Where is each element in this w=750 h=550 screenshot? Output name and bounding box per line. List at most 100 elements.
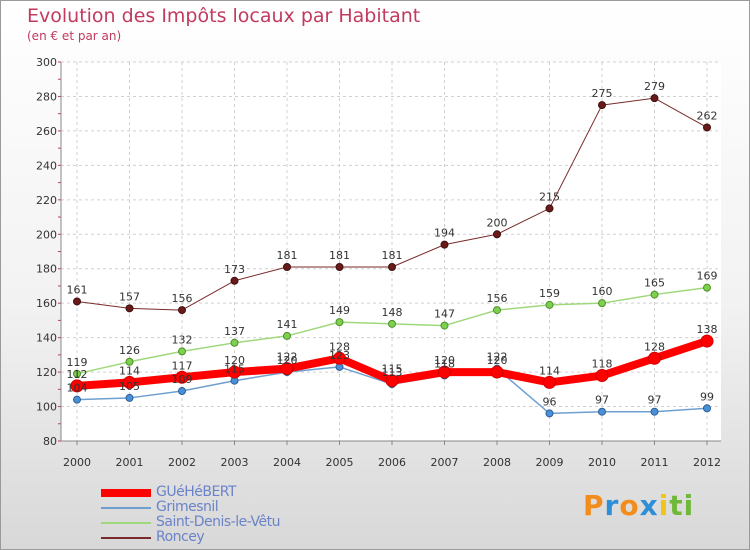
chart-title: Evolution des Impôts locaux par Habitant	[27, 5, 421, 27]
data-point-roncey	[388, 263, 396, 272]
y-tick-label: 160	[36, 297, 57, 310]
legend-swatch-roncey	[101, 537, 151, 539]
x-tick-label: 2002	[168, 456, 196, 469]
y-tick-label: 280	[36, 90, 57, 103]
logo-letter: t	[669, 489, 684, 522]
logo-letter: P	[583, 489, 605, 522]
data-point-saint-denis-le-vetu	[230, 338, 239, 347]
data-label-roncey: 279	[644, 80, 665, 93]
data-point-guehebert	[333, 351, 346, 365]
data-label-guehebert: 114	[119, 364, 140, 377]
data-point-guehebert	[70, 379, 84, 393]
data-point-guehebert	[648, 351, 661, 365]
x-tick-label: 2003	[221, 456, 249, 469]
data-point-saint-denis-le-vetu	[335, 318, 344, 327]
data-point-roncey	[283, 263, 291, 272]
data-point-saint-denis-le-vetu	[545, 300, 554, 309]
data-label-grimesnil: 97	[595, 394, 609, 407]
data-point-guehebert	[175, 370, 189, 384]
data-label-saint-denis-le-vetu: 132	[172, 333, 193, 346]
data-label-saint-denis-le-vetu: 137	[224, 325, 245, 338]
legend-label-roncey: Roncey	[156, 529, 205, 545]
data-point-roncey	[545, 204, 554, 213]
data-point-roncey	[125, 304, 134, 313]
data-label-saint-denis-le-vetu: 156	[487, 292, 508, 305]
data-label-saint-denis-le-vetu: 148	[382, 306, 403, 319]
data-label-grimesnil: 99	[700, 390, 714, 403]
data-point-guehebert	[543, 375, 556, 389]
data-label-guehebert: 120	[224, 354, 245, 367]
data-label-saint-denis-le-vetu: 160	[592, 285, 613, 298]
proxiti-logo: Proxiti	[583, 489, 694, 522]
data-point-saint-denis-le-vetu	[703, 283, 711, 292]
data-label-guehebert: 120	[487, 354, 508, 367]
data-label-guehebert: 128	[329, 340, 350, 353]
data-point-saint-denis-le-vetu	[178, 347, 186, 356]
data-label-roncey: 157	[119, 290, 140, 303]
data-point-guehebert	[228, 365, 241, 379]
data-point-roncey	[230, 276, 239, 285]
data-label-guehebert: 117	[172, 359, 193, 372]
data-label-roncey: 262	[697, 109, 718, 122]
logo-letter: r	[604, 489, 620, 522]
data-label-grimesnil: 104	[67, 382, 88, 395]
data-label-saint-denis-le-vetu: 126	[119, 344, 140, 357]
data-label-grimesnil: 120	[277, 354, 298, 367]
logo-letter: o	[619, 489, 640, 522]
data-label-guehebert: 120	[434, 354, 455, 367]
data-label-grimesnil: 105	[119, 380, 140, 393]
x-tick-label: 2007	[431, 456, 459, 469]
data-label-roncey: 200	[487, 216, 508, 229]
data-label-grimesnil: 122	[487, 351, 508, 364]
data-point-grimesnil	[650, 407, 659, 416]
y-tick-label: 240	[36, 159, 57, 172]
data-label-guehebert: 115	[382, 363, 403, 376]
y-tick-label: 300	[36, 56, 57, 69]
data-label-saint-denis-le-vetu: 165	[644, 277, 665, 290]
data-label-roncey: 181	[277, 249, 298, 262]
data-label-roncey: 173	[224, 263, 245, 276]
data-label-saint-denis-le-vetu: 147	[434, 308, 455, 321]
data-point-saint-denis-le-vetu	[73, 369, 81, 378]
data-label-roncey: 194	[434, 227, 455, 240]
data-point-roncey	[73, 297, 81, 306]
data-point-guehebert	[438, 365, 451, 379]
x-tick-label: 2010	[588, 456, 616, 469]
data-point-roncey	[703, 123, 711, 132]
data-label-guehebert: 112	[67, 368, 88, 381]
data-point-roncey	[335, 263, 344, 272]
data-point-guehebert	[595, 369, 609, 383]
data-point-saint-denis-le-vetu	[388, 319, 396, 328]
data-label-guehebert: 122	[277, 351, 298, 364]
data-label-roncey: 275	[592, 87, 613, 100]
x-tick-label: 2011	[641, 456, 669, 469]
data-label-saint-denis-le-vetu: 141	[277, 318, 298, 331]
data-label-saint-denis-le-vetu: 159	[539, 287, 560, 300]
data-point-grimesnil	[73, 395, 81, 404]
logo-letter: i	[658, 489, 670, 522]
data-label-grimesnil: 96	[543, 395, 557, 408]
data-point-saint-denis-le-vetu	[440, 321, 449, 330]
x-tick-label: 2008	[483, 456, 511, 469]
data-point-saint-denis-le-vetu	[125, 357, 134, 366]
data-point-roncey	[440, 240, 449, 249]
data-label-guehebert: 114	[539, 364, 560, 377]
data-label-grimesnil: 97	[648, 394, 662, 407]
data-point-guehebert	[280, 362, 294, 376]
data-point-saint-denis-le-vetu	[283, 331, 291, 340]
data-point-grimesnil	[125, 393, 134, 402]
data-point-roncey	[178, 306, 186, 315]
y-tick-label: 120	[36, 366, 57, 379]
data-label-grimesnil: 123	[329, 349, 350, 362]
data-point-saint-denis-le-vetu	[650, 290, 659, 299]
data-point-saint-denis-le-vetu	[598, 299, 606, 308]
logo-letter: i	[683, 489, 695, 522]
data-point-guehebert	[123, 375, 136, 389]
data-point-guehebert	[490, 365, 504, 379]
y-tick-label: 200	[36, 228, 57, 241]
data-label-saint-denis-le-vetu: 149	[329, 304, 350, 317]
data-point-guehebert	[385, 374, 399, 388]
logo-letter: x	[639, 489, 659, 522]
